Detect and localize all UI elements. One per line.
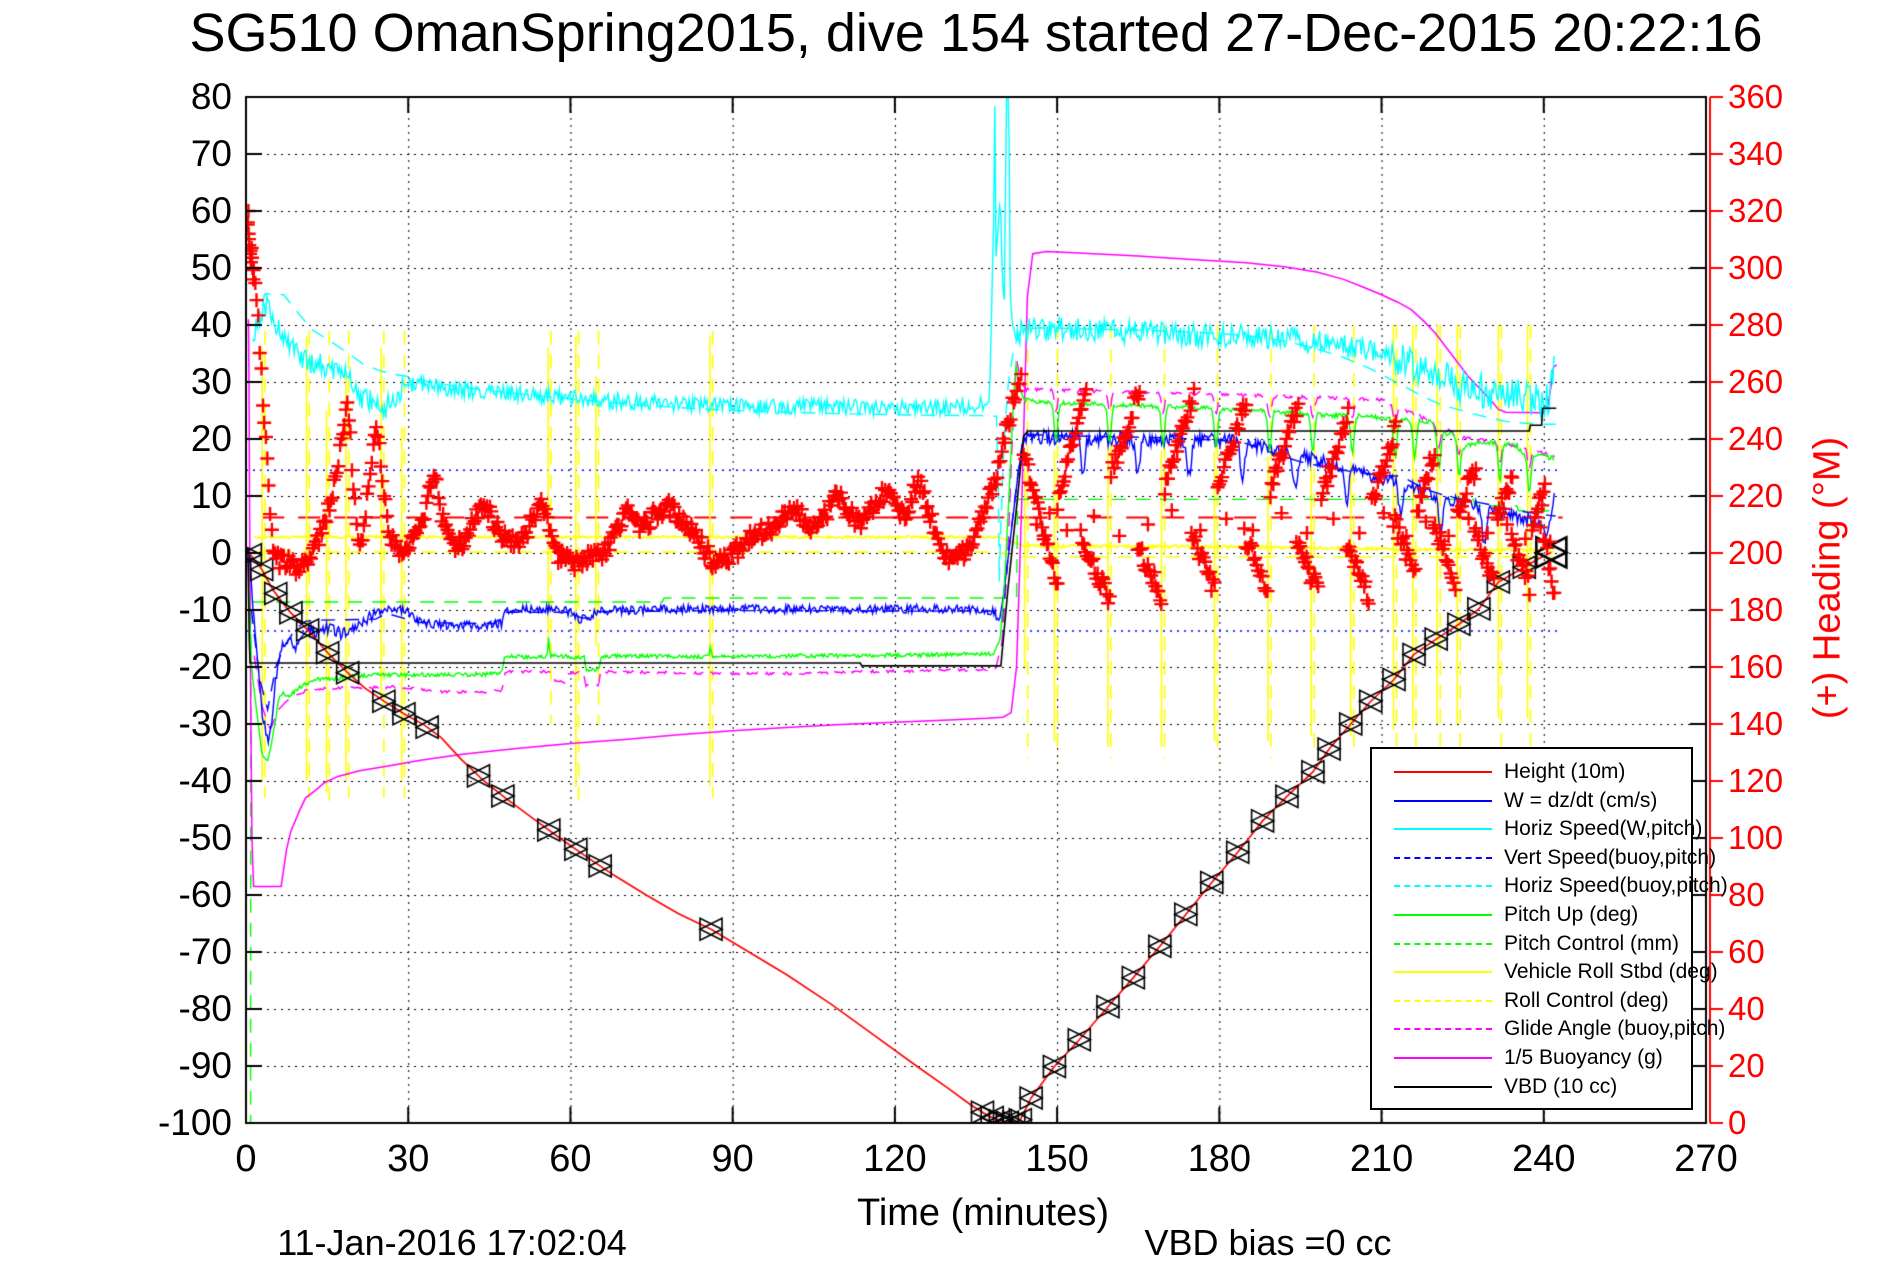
legend-label: VBD (10 cc): [1504, 1074, 1618, 1098]
legend-label: W = dz/dt (cm/s): [1504, 788, 1658, 812]
x-tick-label: 90: [711, 1138, 754, 1180]
y-left-tick-label: 60: [190, 190, 232, 231]
legend-line-sample-solid: [1394, 971, 1492, 974]
y-left-tick-label: 10: [190, 475, 232, 516]
x-tick-label: 120: [863, 1138, 927, 1180]
y-left-tick-label: -80: [178, 988, 232, 1029]
y-right-tick-label: 160: [1728, 648, 1784, 685]
legend-label: Pitch Control (mm): [1504, 931, 1680, 955]
legend-entry: Vert Speed(buoy,pitch): [1372, 843, 1716, 873]
y-left-tick-label: 20: [190, 418, 232, 459]
x-tick-label: 30: [387, 1138, 430, 1180]
y-right-tick-label: 340: [1728, 135, 1784, 172]
y-right-tick-label: 320: [1728, 192, 1784, 229]
y-right-tick-label: 0: [1728, 1104, 1747, 1141]
x-tick-label: 240: [1512, 1138, 1576, 1180]
legend-entry: Pitch Control (mm): [1372, 929, 1691, 959]
x-tick-label: 150: [1025, 1138, 1089, 1180]
y-right-tick-label: 120: [1728, 762, 1784, 799]
legend-line-sample-dashed: [1394, 942, 1492, 945]
legend-line-sample-solid: [1394, 771, 1492, 773]
legend-line-sample-solid: [1394, 1085, 1492, 1088]
y-left-tick-label: -90: [178, 1045, 232, 1086]
y-right-tick-label: 20: [1728, 1047, 1765, 1084]
legend-entry: W = dz/dt (cm/s): [1372, 786, 1691, 816]
y-right-tick-label: 280: [1728, 306, 1784, 343]
legend-line-sample-solid: [1394, 828, 1492, 831]
legend-label: Vehicle Roll Stbd (deg): [1504, 960, 1718, 984]
legend-label: 1/5 Buoyancy (g): [1504, 1046, 1663, 1069]
y-right-tick-label: 180: [1728, 591, 1784, 628]
legend-label: Pitch Up (deg): [1504, 903, 1639, 926]
x-tick-label: 60: [549, 1138, 592, 1180]
legend-box: Height (10m) W = dz/dt (cm/s) Horiz Speed(…: [1370, 747, 1728, 1110]
legend-entry: Vehicle Roll Stbd (deg): [1372, 957, 1718, 987]
y-left-tick-label: 0: [211, 532, 232, 573]
y-left-tick-label: -50: [178, 817, 232, 858]
legend-label: Vert Speed(buoy,pitch): [1504, 845, 1717, 869]
legend-line-sample-solid: [1394, 799, 1492, 802]
y-left-tick-label: 50: [190, 247, 232, 288]
legend-line-sample-solid: [1394, 914, 1492, 916]
y-right-tick-label: 140: [1728, 705, 1784, 742]
vbd-bias-footer: VBD bias =0 cc: [1144, 1222, 1392, 1262]
x-tick-label: 210: [1349, 1138, 1414, 1180]
legend-entry: 1/5 Buoyancy (g): [1372, 1043, 1691, 1073]
x-tick-label: 270: [1674, 1138, 1738, 1180]
y-right-tick-label: 80: [1728, 876, 1765, 913]
y-right-tick-label: 360: [1728, 78, 1784, 115]
legend-line-sample-dashed: [1394, 885, 1492, 888]
y-left-tick-label: -70: [178, 931, 232, 972]
y-left-tick-label: -30: [178, 703, 232, 744]
y-left-tick-label: 80: [190, 76, 232, 117]
y-left-tick-label: -100: [157, 1102, 232, 1143]
y-left-tick-label: 30: [190, 361, 232, 402]
x-tick-label: 0: [235, 1138, 257, 1180]
x-tick-label: 180: [1187, 1138, 1252, 1180]
legend-label: Roll Control (deg): [1504, 988, 1669, 1012]
legend-label: Glide Angle (buoy,pitch): [1504, 1017, 1726, 1041]
legend-label: Height (10m): [1504, 760, 1626, 783]
legend-entry: Horiz Speed(W,pitch): [1372, 814, 1702, 844]
legend-line-sample-dashed: [1394, 856, 1492, 859]
y-left-tick-label: -60: [178, 874, 232, 915]
y-left-tick-label: 70: [190, 133, 232, 174]
y-left-tick-label: 40: [190, 304, 232, 345]
y-right-tick-label: 240: [1728, 420, 1784, 457]
legend-line-sample-solid: [1394, 1057, 1492, 1059]
x-axis-label: Time (minutes): [857, 1192, 1109, 1234]
y-right-tick-label: 40: [1728, 990, 1765, 1027]
y-right-tick-label: 220: [1728, 477, 1784, 514]
y-left-tick-label: -10: [178, 589, 232, 630]
y-right-tick-label: 300: [1728, 249, 1784, 286]
chart-title: SG510 OmanSpring2015, dive 154 started 2…: [189, 3, 1763, 63]
y-right-tick-label: 60: [1728, 933, 1765, 970]
timestamp-footer: 11-Jan-2016 17:02:04: [277, 1222, 627, 1262]
legend-line-sample-dashed: [1394, 999, 1492, 1002]
legend-entry: Glide Angle (buoy,pitch): [1372, 1014, 1725, 1044]
legend-entry: Height (10m): [1372, 757, 1691, 787]
legend-label: Horiz Speed(buoy,pitch): [1504, 874, 1728, 898]
y-left-tick-label: -20: [178, 646, 232, 687]
y-right-tick-label: 100: [1728, 819, 1784, 856]
legend-label: Horiz Speed(W,pitch): [1504, 817, 1703, 841]
y-left-tick-label: -40: [178, 760, 232, 801]
y-right-tick-label: 200: [1728, 534, 1784, 571]
legend-line-sample-dashed: [1394, 1028, 1492, 1031]
legend-entry: Pitch Up (deg): [1372, 900, 1691, 930]
y-right-tick-label: 260: [1728, 363, 1784, 400]
legend-entry: Horiz Speed(buoy,pitch): [1372, 871, 1728, 901]
legend-entry: VBD (10 cc): [1372, 1072, 1691, 1102]
legend-entry: Roll Control (deg): [1372, 986, 1691, 1016]
right-axis-label: (+) Heading (°M): [1806, 436, 1849, 720]
